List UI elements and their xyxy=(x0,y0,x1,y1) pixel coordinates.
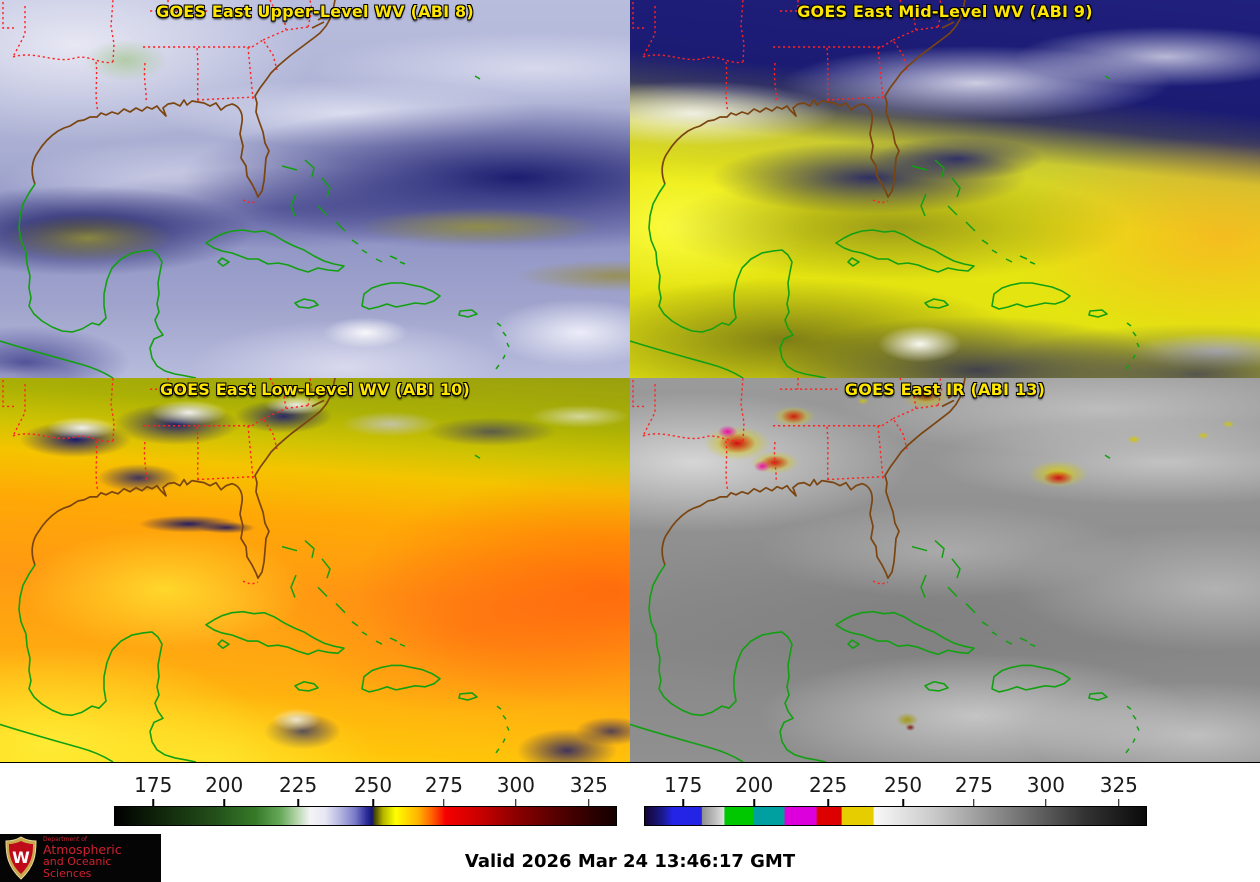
tick-label: 200 xyxy=(205,773,244,797)
panel-ir: GOES East IR (ABI 13) xyxy=(630,378,1260,762)
logo-text: Department of Atmospheric and Oceanic Sc… xyxy=(43,835,161,880)
panel-title: GOES East Upper-Level WV (ABI 8) xyxy=(156,2,474,21)
panel-title: GOES East Low-Level WV (ABI 10) xyxy=(159,380,470,399)
tick-label: 275 xyxy=(954,773,994,797)
tick-label: 250 xyxy=(883,773,923,797)
wv-colorbar-labels: 175 200 225 250 275 300 325 xyxy=(114,773,617,799)
wv-colorbar-tickmarks xyxy=(114,799,617,806)
ir-colorbar-gradient xyxy=(644,806,1147,826)
valid-timestamp: Valid 2026 Mar 24 13:46:17 GMT xyxy=(464,851,796,872)
map-overlay xyxy=(630,378,1140,762)
tick-label: 250 xyxy=(353,773,393,797)
tick-label: 175 xyxy=(664,773,703,797)
wv-colorbar: 175 200 225 250 275 300 325 xyxy=(114,773,617,826)
map-overlay xyxy=(630,0,1140,378)
logo-line2: and Oceanic Sciences xyxy=(43,855,112,880)
ir-colorbar-labels: 175 200 225 250 275 300 325 xyxy=(644,773,1147,799)
logo-department: Department of xyxy=(43,835,87,843)
map-overlay xyxy=(0,378,510,762)
panel-upper-level-wv: GOES East Upper-Level WV (ABI 8) xyxy=(0,0,630,378)
logo-line1: Atmospheric xyxy=(43,842,122,858)
tick-label: 300 xyxy=(1026,773,1065,797)
satellite-quadpanel: GOES East Upper-Level WV (ABI 8) GOES Ea… xyxy=(0,0,1260,763)
footer: 175 200 225 250 275 300 325 175 200 225 … xyxy=(0,763,1260,882)
panel-title: GOES East Mid-Level WV (ABI 9) xyxy=(797,2,1093,21)
uw-aos-logo: W Department of Atmospheric and Oceanic … xyxy=(0,834,161,882)
panel-title: GOES East IR (ABI 13) xyxy=(844,380,1046,399)
tick-label: 200 xyxy=(735,773,774,797)
map-overlay xyxy=(0,0,510,378)
tick-label: 225 xyxy=(809,773,848,797)
crest-letter: W xyxy=(12,848,30,867)
tick-label: 325 xyxy=(569,773,608,797)
tick-label: 175 xyxy=(134,773,173,797)
panel-low-level-wv: GOES East Low-Level WV (ABI 10) xyxy=(0,378,630,762)
tick-label: 275 xyxy=(424,773,464,797)
ir-colorbar-tickmarks xyxy=(644,799,1147,806)
wv-colorbar-gradient xyxy=(114,806,617,826)
tick-label: 325 xyxy=(1099,773,1138,797)
ir-colorbar: 175 200 225 250 275 300 325 xyxy=(644,773,1147,826)
panel-mid-level-wv: GOES East Mid-Level WV (ABI 9) xyxy=(630,0,1260,378)
uw-crest-icon: W xyxy=(5,836,37,880)
tick-label: 225 xyxy=(279,773,318,797)
tick-label: 300 xyxy=(496,773,535,797)
